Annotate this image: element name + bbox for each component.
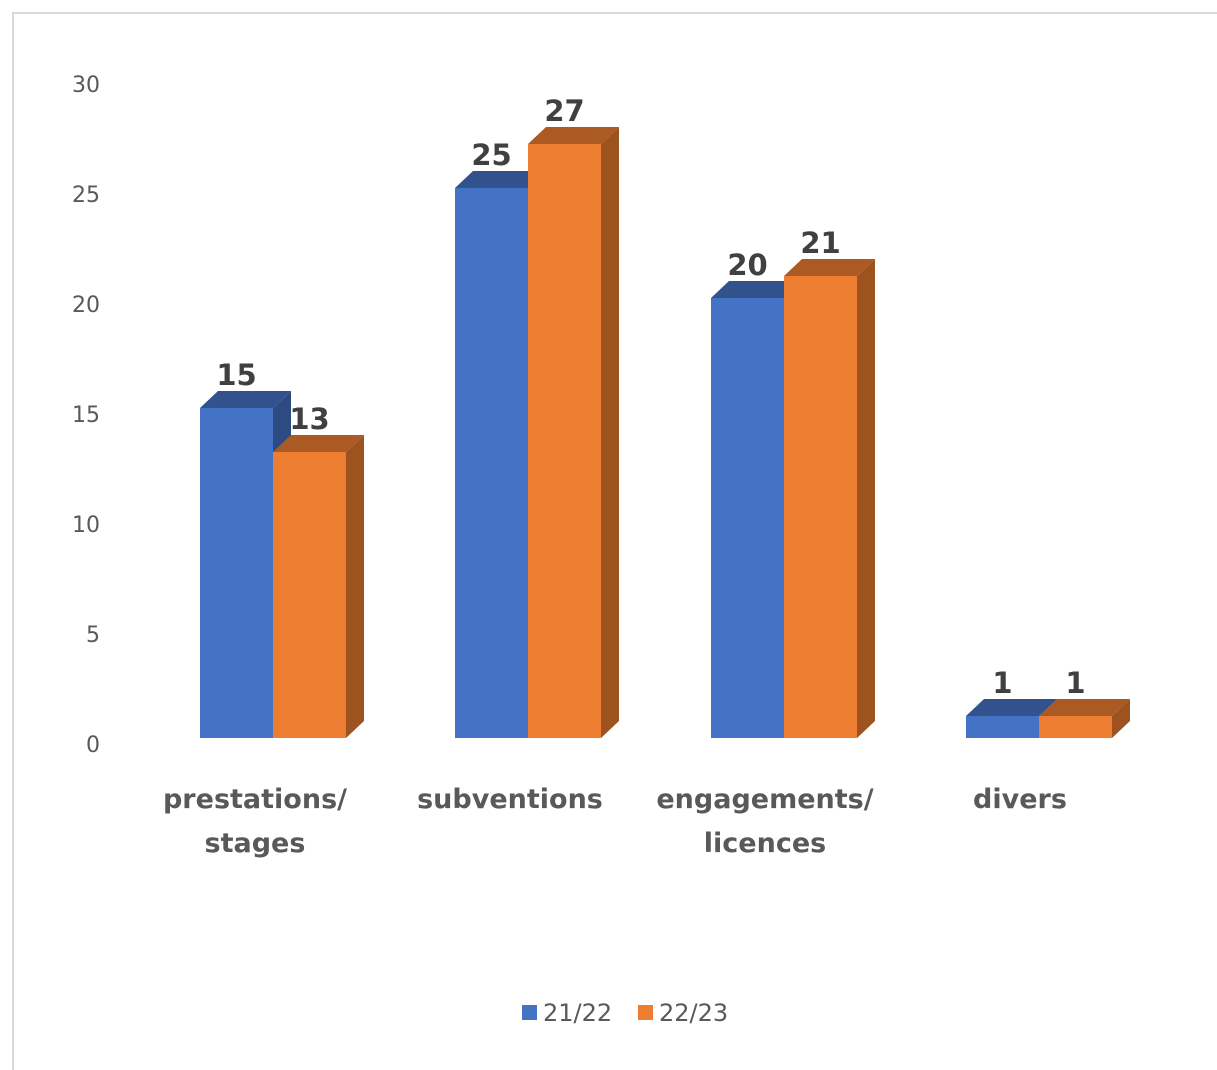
bar <box>528 144 601 738</box>
data-label: 27 <box>544 94 584 128</box>
y-tick-label: 30 <box>72 73 100 98</box>
category-label: subventions <box>417 784 603 815</box>
bar <box>273 452 346 738</box>
bar-side <box>1112 699 1130 738</box>
y-tick-label: 25 <box>72 183 100 208</box>
category-label: engagements/ <box>656 784 873 815</box>
bar <box>711 298 784 738</box>
bar <box>966 716 1039 738</box>
bar <box>784 276 857 738</box>
legend-label: 21/22 <box>543 999 612 1027</box>
data-label: 13 <box>289 402 329 436</box>
bar-side <box>346 435 364 738</box>
data-label: 1 <box>1065 666 1085 700</box>
y-tick-label: 5 <box>86 623 100 648</box>
legend-swatch <box>522 1005 537 1020</box>
data-label: 20 <box>727 248 767 282</box>
category-label: licences <box>704 828 826 859</box>
data-label: 21 <box>800 226 840 260</box>
bar <box>1039 716 1112 738</box>
bar-top <box>200 391 291 408</box>
bar <box>455 188 528 738</box>
category-label: prestations/ <box>163 784 347 815</box>
bar-side <box>857 259 875 738</box>
y-tick-label: 10 <box>72 513 100 538</box>
bar-top <box>273 435 364 452</box>
bar <box>200 408 273 738</box>
category-label: stages <box>205 828 306 859</box>
bar-top <box>455 171 546 188</box>
bar-top <box>528 127 619 144</box>
data-label: 25 <box>471 138 511 172</box>
y-tick-label: 0 <box>86 733 100 758</box>
bar-side <box>601 127 619 738</box>
bar-top <box>966 699 1057 716</box>
category-label: divers <box>973 784 1067 815</box>
bar-top <box>784 259 875 276</box>
y-tick-label: 15 <box>72 403 100 428</box>
bar-top <box>711 281 802 298</box>
data-label: 15 <box>216 358 256 392</box>
y-tick-label: 20 <box>72 293 100 318</box>
legend-swatch <box>638 1005 653 1020</box>
data-label: 1 <box>992 666 1012 700</box>
legend-label: 22/23 <box>659 999 728 1027</box>
bar-top <box>1039 699 1130 716</box>
